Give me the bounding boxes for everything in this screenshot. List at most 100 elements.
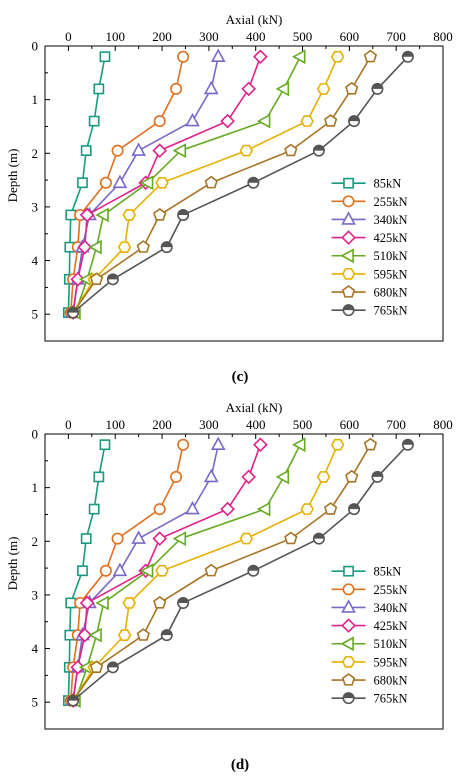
data-point <box>106 273 119 286</box>
data-point <box>160 241 173 254</box>
data-point <box>136 240 150 253</box>
data-point <box>122 597 137 609</box>
y-tick-label: 4 <box>32 253 39 268</box>
data-point <box>67 694 80 707</box>
data-point <box>111 532 124 545</box>
data-point <box>371 82 384 95</box>
legend-marker <box>341 230 356 245</box>
data-point <box>312 144 325 157</box>
y-tick-label: 4 <box>32 641 39 656</box>
data-point <box>155 564 169 577</box>
data-point <box>77 565 88 577</box>
data-point <box>185 500 200 515</box>
data-point <box>203 468 219 483</box>
data-point <box>177 208 190 221</box>
data-point <box>153 207 167 221</box>
data-point <box>88 503 100 515</box>
data-point <box>348 503 361 516</box>
plot-frame <box>44 45 444 342</box>
x-tick-label: 100 <box>105 29 125 44</box>
series-510kN <box>67 437 306 708</box>
legend-item: 255kN <box>331 583 408 597</box>
data-point <box>256 113 271 129</box>
data-point <box>239 532 254 545</box>
series-765kN <box>67 50 414 319</box>
data-point <box>247 176 260 189</box>
legend-item: 680kN <box>331 673 408 688</box>
data-point <box>292 437 306 453</box>
data-point <box>112 174 128 189</box>
x-tick-label: 500 <box>293 417 313 432</box>
data-point <box>239 144 254 157</box>
data-point <box>284 531 298 545</box>
legend-label: 680kN <box>374 286 408 300</box>
legend-label: 765kN <box>374 692 408 706</box>
legend-label: 425kN <box>374 231 408 245</box>
data-point <box>77 177 88 189</box>
legend-item: 765kN <box>331 692 408 706</box>
data-point <box>345 469 359 483</box>
legend: 85kN 255kN 340kN 425kN 510kN 595kN 680kN 765kN <box>331 177 408 318</box>
legend-item: 595kN <box>331 267 408 281</box>
legend-item: 85kN <box>331 565 401 579</box>
y-tick-label: 2 <box>32 534 39 549</box>
data-point <box>117 241 132 253</box>
data-point <box>241 81 257 97</box>
data-point <box>300 503 314 515</box>
data-point <box>88 115 100 127</box>
data-point <box>284 143 298 157</box>
legend-label: 595kN <box>374 267 408 281</box>
data-point <box>99 176 112 189</box>
data-point <box>300 115 314 127</box>
legend-marker <box>342 195 355 208</box>
x-tick-label: 400 <box>246 417 266 432</box>
legend-marker <box>341 285 356 298</box>
data-point <box>203 80 219 95</box>
data-point <box>122 209 137 221</box>
data-point <box>220 113 235 129</box>
data-point <box>77 627 93 643</box>
legend-label: 510kN <box>374 249 408 263</box>
legend-item: 425kN <box>331 230 408 245</box>
legend-label: 255kN <box>374 195 408 209</box>
x-tick-label: 600 <box>340 29 360 44</box>
data-point <box>111 144 124 157</box>
data-point <box>177 596 190 609</box>
legend-item: 425kN <box>331 618 408 633</box>
data-point <box>93 83 105 95</box>
legend-item: 595kN <box>331 655 408 669</box>
y-axis-title: Depth (m) <box>5 149 20 203</box>
series-595kN <box>66 50 345 319</box>
data-point <box>210 436 226 451</box>
legend-marker <box>341 673 356 686</box>
data-point <box>348 115 361 128</box>
legend-item: 85kN <box>331 177 402 191</box>
x-tick-label: 700 <box>386 417 406 432</box>
legend-label: 680kN <box>374 674 408 688</box>
x-tick-label: 300 <box>199 29 219 44</box>
y-tick-label: 0 <box>32 427 39 442</box>
x-tick-label: 0 <box>65 417 72 432</box>
legend-marker <box>341 211 356 225</box>
data-point <box>401 50 414 63</box>
legend-marker <box>341 618 356 633</box>
y-tick-label: 1 <box>32 480 39 495</box>
legend-item: 680kN <box>331 285 408 300</box>
data-point <box>152 143 168 158</box>
legend-label: 255kN <box>374 583 408 597</box>
data-point <box>275 469 290 485</box>
data-point <box>88 239 102 255</box>
legend-item: 765kN <box>331 304 408 318</box>
data-point <box>131 530 146 544</box>
data-point <box>253 437 268 453</box>
y-tick-label: 5 <box>32 695 39 710</box>
data-point <box>99 51 111 63</box>
legend-marker <box>342 692 355 705</box>
data-point <box>139 563 154 579</box>
x-tick-label: 300 <box>199 417 219 432</box>
legend-label: 85kN <box>374 177 402 191</box>
y-tick-label: 3 <box>32 587 39 602</box>
data-point <box>136 628 150 641</box>
legend-label: 340kN <box>374 213 408 227</box>
